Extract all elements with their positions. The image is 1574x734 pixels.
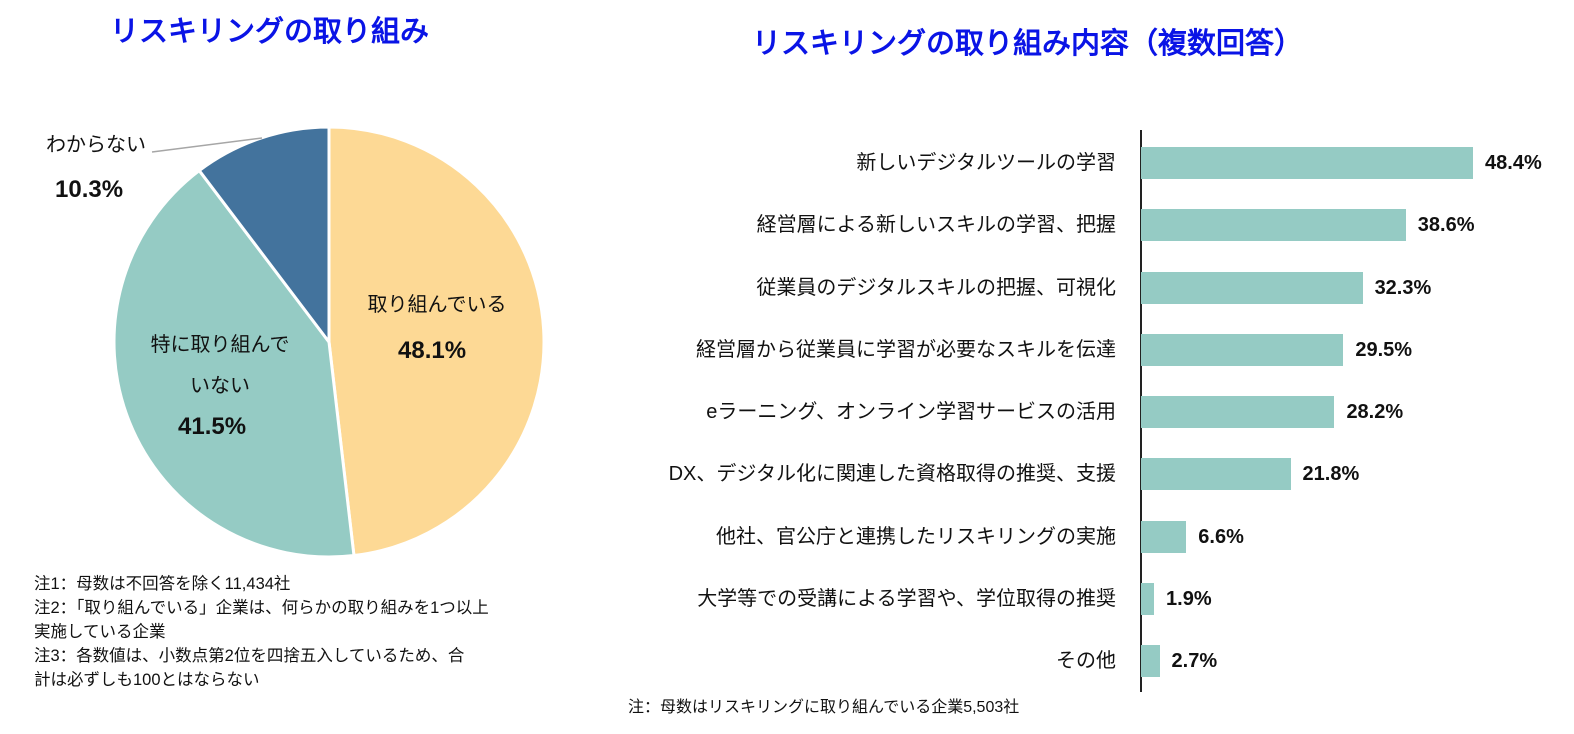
bar-value-label: 29.5% — [1355, 338, 1413, 361]
bar-chart-axis — [1140, 130, 1142, 692]
bar-row: eラーニング、オンライン学習サービスの活用 28.2% — [0, 396, 1574, 428]
pie-label-doing: 取り組んでいる — [367, 294, 507, 316]
pie-label-not-doing-line1: 特に取り組んで — [150, 334, 290, 356]
bar-row: その他 2.7% — [0, 645, 1574, 677]
pie-label-unknown: わからない — [46, 134, 146, 156]
bar — [1141, 645, 1160, 677]
bar-row: 新しいデジタルツールの学習 48.4% — [0, 147, 1574, 179]
bar — [1141, 147, 1474, 179]
bar-value-label: 32.3% — [1374, 276, 1432, 299]
pie-value-unknown: 10.3% — [55, 176, 124, 203]
bar-label: 従業員のデジタルスキルの把握、可視化 — [756, 276, 1116, 299]
bar-label: eラーニング、オンライン学習サービスの活用 — [706, 401, 1116, 423]
bar-value-label: 6.6% — [1198, 525, 1244, 548]
bar — [1141, 396, 1335, 428]
bar-value-label: 48.4% — [1485, 152, 1542, 174]
bar — [1141, 333, 1344, 366]
bar-row: DX、デジタル化に関連した資格取得の推奨、支援 21.8% — [0, 458, 1574, 491]
pie-chart-title: リスキリングの取り組み — [110, 16, 430, 48]
note-line: 計は必ずしも100とはならない — [34, 671, 260, 689]
bar-value-label: 21.8% — [1302, 463, 1360, 486]
bar-row: 経営層による新しいスキルの学習、把握 38.6% — [0, 209, 1574, 242]
bar-row: 他社、官公庁と連携したリスキリングの実施 6.6% — [0, 520, 1574, 553]
bar-value-label: 1.9% — [1166, 587, 1212, 610]
bar — [1141, 209, 1406, 242]
bar-value-label: 2.7% — [1171, 650, 1218, 672]
pie-value-not-doing: 41.5% — [178, 413, 247, 440]
bar-chart-note: 注：母数はリスキリングに取り組んでいる企業5,503社 — [628, 699, 1020, 716]
pie-value-doing: 48.1% — [398, 337, 467, 364]
bar-row: 経営層から従業員に学習が必要なスキルを伝達 29.5% — [0, 333, 1574, 366]
pie-slice-not-doing — [112, 168, 356, 559]
pie-notes: 注1：母数は不回答を除く11,434社 注2：「取り組んでいる」企業は、何らかの… — [34, 572, 489, 692]
bar-label: 大学等での受講による学習や、学位取得の推奨 — [697, 587, 1116, 610]
leader-line — [151, 137, 263, 153]
pie-label-not-doing-line2: いない — [190, 375, 250, 397]
bar — [1141, 582, 1155, 615]
note-line: 注2：「取り組んでいる」企業は、何らかの取り組みを1つ以上 — [34, 599, 489, 617]
bar-value-label: 28.2% — [1346, 401, 1404, 423]
pie-slice-doing — [327, 125, 546, 558]
bar — [1141, 520, 1187, 553]
pie-chart — [112, 125, 546, 559]
bar-chart-title: リスキリングの取り組み内容（複数回答） — [752, 28, 1304, 60]
note-line: 注3：各数値は、小数点第2位を四捨五入しているため、合 — [34, 647, 465, 665]
bar-label: 他社、官公庁と連携したリスキリングの実施 — [716, 525, 1116, 548]
bar-label: 経営層による新しいスキルの学習、把握 — [756, 214, 1116, 237]
note-line: 実施している企業 — [34, 623, 166, 641]
note-line: 注1：母数は不回答を除く11,434社 — [34, 575, 291, 593]
bar-label: その他 — [1056, 650, 1116, 672]
bar-label: DX、デジタル化に関連した資格取得の推奨、支援 — [668, 463, 1116, 486]
bar — [1141, 271, 1363, 304]
bar-row: 大学等での受講による学習や、学位取得の推奨 1.9% — [0, 582, 1574, 615]
bar-value-label: 38.6% — [1417, 214, 1475, 237]
bar-label: 新しいデジタルツールの学習 — [856, 152, 1116, 174]
bar — [1141, 458, 1291, 491]
bar-label: 経営層から従業員に学習が必要なスキルを伝達 — [696, 338, 1116, 361]
bar-row: 従業員のデジタルスキルの把握、可視化 32.3% — [0, 271, 1574, 304]
